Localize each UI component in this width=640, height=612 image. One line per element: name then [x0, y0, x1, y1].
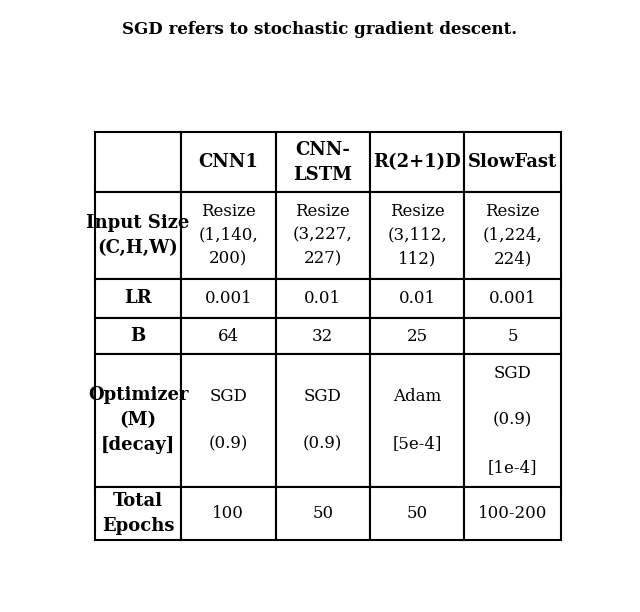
Text: 64: 64 — [218, 327, 239, 345]
Text: SlowFast: SlowFast — [468, 153, 557, 171]
Bar — [95, 354, 181, 487]
Text: Resize
(1,224,
224): Resize (1,224, 224) — [483, 203, 543, 267]
Bar — [181, 278, 276, 318]
Text: 0.01: 0.01 — [304, 290, 341, 307]
Bar — [370, 318, 465, 354]
Text: 0.001: 0.001 — [204, 290, 252, 307]
Text: Resize
(3,112,
112): Resize (3,112, 112) — [387, 203, 447, 267]
Text: 25: 25 — [406, 327, 428, 345]
Text: 100: 100 — [212, 505, 244, 522]
Bar — [276, 354, 370, 487]
Bar — [465, 354, 561, 487]
Bar — [276, 487, 370, 540]
Bar — [95, 132, 181, 192]
Text: R(2+1)D: R(2+1)D — [373, 153, 461, 171]
Text: Resize
(1,140,
200): Resize (1,140, 200) — [198, 203, 258, 267]
Bar — [465, 192, 561, 278]
Bar — [181, 132, 276, 192]
Text: 50: 50 — [312, 505, 333, 522]
Text: SGD

(0.9): SGD (0.9) — [209, 389, 248, 452]
Bar — [181, 354, 276, 487]
Text: 100-200: 100-200 — [478, 505, 547, 522]
Text: Optimizer
(M)
[decay]: Optimizer (M) [decay] — [88, 386, 188, 454]
Bar — [465, 318, 561, 354]
Text: Input Size
(C,H,W): Input Size (C,H,W) — [86, 214, 189, 257]
Text: 5: 5 — [508, 327, 518, 345]
Bar — [370, 132, 465, 192]
Bar — [95, 318, 181, 354]
Bar — [181, 192, 276, 278]
Bar — [370, 192, 465, 278]
Text: LR: LR — [124, 289, 152, 307]
Text: 0.001: 0.001 — [489, 290, 536, 307]
Bar — [370, 278, 465, 318]
Bar — [465, 487, 561, 540]
Text: 0.01: 0.01 — [399, 290, 436, 307]
Text: CNN-
LSTM: CNN- LSTM — [293, 141, 352, 184]
Text: B: B — [131, 327, 146, 345]
Bar — [465, 132, 561, 192]
Text: 50: 50 — [406, 505, 428, 522]
Bar — [95, 192, 181, 278]
Bar — [181, 487, 276, 540]
Bar — [276, 192, 370, 278]
Text: Adam

[5e-4]: Adam [5e-4] — [392, 389, 442, 452]
Bar — [370, 354, 465, 487]
Bar — [181, 318, 276, 354]
Text: CNN1: CNN1 — [198, 153, 259, 171]
Bar — [95, 278, 181, 318]
Text: SGD

(0.9)

[1e-4]: SGD (0.9) [1e-4] — [488, 365, 538, 476]
Text: SGD refers to stochastic gradient descent.: SGD refers to stochastic gradient descen… — [122, 21, 518, 39]
Bar — [370, 487, 465, 540]
Bar — [276, 278, 370, 318]
Bar — [276, 132, 370, 192]
Text: Total
Epochs: Total Epochs — [102, 492, 174, 535]
Bar — [465, 278, 561, 318]
Text: Resize
(3,227,
227): Resize (3,227, 227) — [293, 203, 353, 267]
Bar — [95, 487, 181, 540]
Text: 32: 32 — [312, 327, 333, 345]
Text: SGD

(0.9): SGD (0.9) — [303, 389, 342, 452]
Bar — [276, 318, 370, 354]
